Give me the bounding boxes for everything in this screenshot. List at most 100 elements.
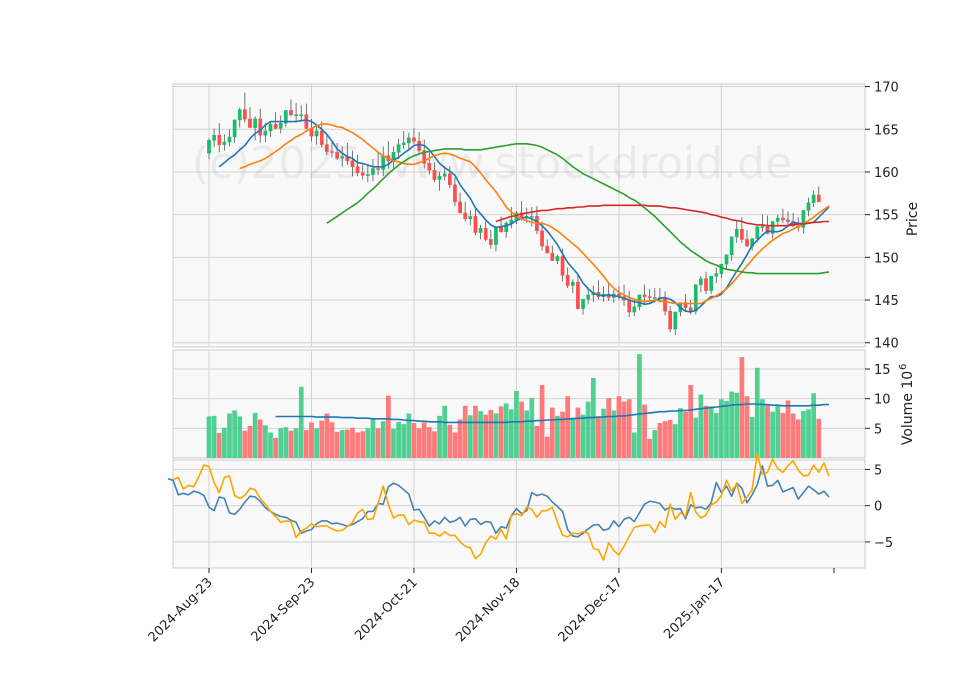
- volume-bar: [252, 412, 258, 458]
- price-y-tick-label: 140: [874, 337, 899, 352]
- candle-body: [688, 307, 693, 312]
- volume-bar: [765, 405, 770, 458]
- candle-body: [786, 219, 790, 222]
- volume-bar: [570, 417, 576, 458]
- candle-body: [263, 130, 268, 136]
- volume-bar: [283, 427, 289, 458]
- candle-body: [412, 137, 416, 142]
- volume-bar: [816, 418, 822, 458]
- x-tick-label: 2024-Oct-21: [352, 575, 420, 643]
- volume-bar: [503, 403, 509, 458]
- volume-bar: [611, 410, 617, 458]
- grid-lines: [173, 84, 865, 568]
- candle-body: [278, 123, 283, 129]
- candle-body: [299, 114, 304, 116]
- osc-y-tick-label: 5: [874, 463, 882, 478]
- volume-bar: [421, 422, 427, 458]
- osc-y-tick-label: 0: [874, 500, 882, 515]
- price-panel: [172, 83, 866, 348]
- volume-bar: [242, 430, 248, 458]
- volume-bar: [437, 415, 442, 458]
- volume-bar: [411, 422, 417, 458]
- volume-bar: [467, 415, 473, 458]
- candle-body: [745, 239, 749, 247]
- candle-body: [289, 110, 293, 115]
- volume-bar: [508, 409, 514, 458]
- candle-body: [304, 114, 309, 129]
- candle-body: [586, 294, 591, 300]
- volume-bar: [278, 428, 284, 458]
- x-axis-ticks: 2024-Aug-23 2024-Sep-23 2024-Oct-21 2024-No…: [146, 568, 835, 645]
- volume-bar: [498, 406, 504, 458]
- macd-line: [167, 464, 830, 538]
- candle-body: [504, 222, 509, 232]
- candle-body: [770, 221, 775, 234]
- volume-bar: [754, 367, 760, 458]
- volume-bar: [473, 405, 478, 458]
- volume-bar: [273, 437, 278, 458]
- volume-bar: [452, 432, 458, 458]
- candle-body: [714, 273, 719, 277]
- candle-body: [775, 217, 780, 222]
- osc-y-tick-label: −5: [874, 536, 893, 551]
- volume-bar: [688, 385, 694, 458]
- candle-body: [432, 169, 437, 180]
- volume-bar: [539, 385, 545, 458]
- candle-body: [734, 228, 739, 238]
- candle-body: [396, 144, 401, 153]
- sma-50-line: [495, 204, 829, 227]
- volume-bar: [621, 401, 627, 458]
- volume-axis-label-group: Volume 10 6: [898, 364, 916, 446]
- candle-body: [253, 118, 257, 128]
- volume-bar: [416, 428, 422, 458]
- volume-bar: [575, 407, 581, 458]
- volume-bar: [426, 427, 432, 458]
- volume-bar: [237, 416, 243, 458]
- candle-body: [340, 156, 345, 159]
- candle-body: [755, 226, 760, 239]
- candle-body: [529, 216, 534, 218]
- volume-bar: [626, 399, 632, 458]
- candle-body: [237, 109, 242, 121]
- volume-bar: [447, 424, 453, 458]
- volume-bar: [790, 413, 796, 458]
- candle-body: [258, 118, 263, 136]
- candle-body: [488, 239, 493, 245]
- sma-20-line: [326, 143, 830, 275]
- candle-body: [663, 298, 667, 312]
- volume-bar: [580, 414, 586, 458]
- price-y-tick-label: 165: [874, 123, 899, 138]
- volume-bar: [560, 411, 565, 458]
- candle-body: [268, 123, 273, 132]
- volume-bar: [529, 398, 535, 458]
- volume-bar: [222, 427, 227, 458]
- volume-bar: [606, 398, 612, 458]
- price-y-tick-label: 150: [874, 251, 899, 266]
- x-tick-label: 2025-Jan-17: [661, 575, 728, 642]
- candle-body: [319, 130, 324, 145]
- volume-bar: [360, 431, 366, 458]
- volume-bar: [442, 405, 448, 458]
- volume-bar: [672, 424, 678, 458]
- candle-body: [366, 174, 370, 176]
- candle-body: [709, 275, 713, 291]
- volume-bar: [811, 393, 816, 458]
- price-y-tick-label: 170: [874, 81, 899, 96]
- candle-body: [570, 281, 575, 286]
- volume-bar: [678, 408, 683, 458]
- candle-body: [325, 144, 329, 152]
- candle-body: [468, 216, 473, 220]
- candle-body: [217, 134, 222, 145]
- candle-body: [483, 228, 488, 240]
- volume-bar: [713, 412, 719, 458]
- volume-bar: [319, 420, 325, 458]
- volume-bar: [298, 386, 304, 458]
- candle-body: [704, 278, 708, 291]
- candle-body: [376, 168, 380, 170]
- volume-bar: [247, 425, 253, 458]
- volume-bar: [719, 399, 724, 458]
- volume-bar: [729, 391, 735, 458]
- volume-bar: [642, 404, 647, 458]
- candle-body: [781, 217, 785, 221]
- volume-bar: [216, 433, 222, 458]
